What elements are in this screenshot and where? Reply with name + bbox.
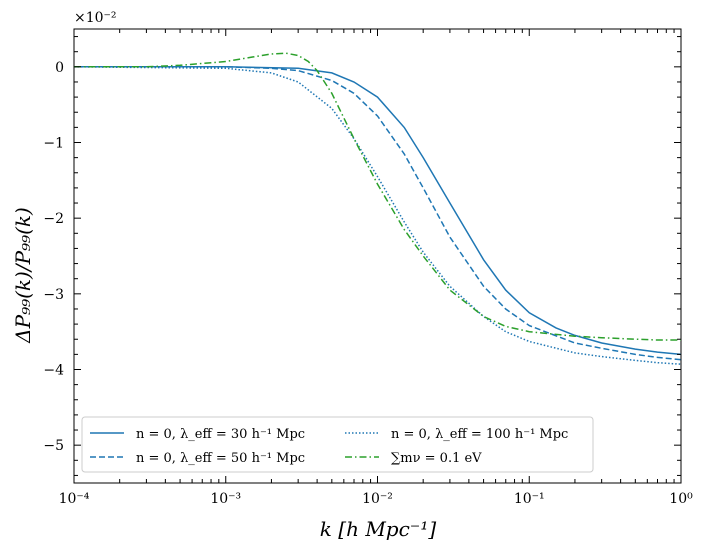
y-tick-label: −1: [43, 136, 64, 152]
x-tick-label: 10⁻¹: [514, 491, 545, 507]
x-tick-label: 10⁻³: [210, 491, 241, 507]
ticks-group: 10⁻⁴ 10⁻³ 10⁻² 10⁻¹ 10⁰ 0 −1 −2 −3 −4 −5: [43, 29, 693, 507]
x-tick-label: 10⁰: [669, 491, 693, 507]
x-axis-label: k [h Mpc⁻¹]: [320, 517, 437, 541]
x-tick-label: 10⁻²: [362, 491, 393, 507]
legend-label-2: n = 0, λ_eff = 50 h⁻¹ Mpc: [136, 451, 305, 466]
legend: n = 0, λ_eff = 30 h⁻¹ Mpc n = 0, λ_eff = …: [81, 416, 594, 473]
series-group: [73, 52, 682, 365]
x-tick-label: 10⁻⁴: [59, 491, 90, 507]
series-line-3: [73, 66, 682, 365]
y-tick-label: −5: [43, 438, 64, 454]
series-line-1: [74, 66, 682, 356]
series-line-4: [74, 52, 681, 341]
y-axis-label: ΔP₉₉(k)/P₉₉(k): [11, 207, 35, 344]
y-tick-label: −4: [43, 363, 64, 379]
legend-box: [81, 416, 594, 473]
legend-label-3: n = 0, λ_eff = 100 h⁻¹ Mpc: [391, 427, 568, 442]
legend-label-4: ∑mν = 0.1 eV: [391, 451, 482, 466]
y-multiplier: ×10⁻²: [74, 10, 117, 26]
legend-label-1: n = 0, λ_eff = 30 h⁻¹ Mpc: [136, 427, 305, 442]
series-line-2: [74, 66, 682, 361]
y-tick-label: −2: [43, 211, 64, 227]
y-tick-label: 0: [55, 60, 64, 76]
y-tick-label: −3: [43, 287, 64, 303]
